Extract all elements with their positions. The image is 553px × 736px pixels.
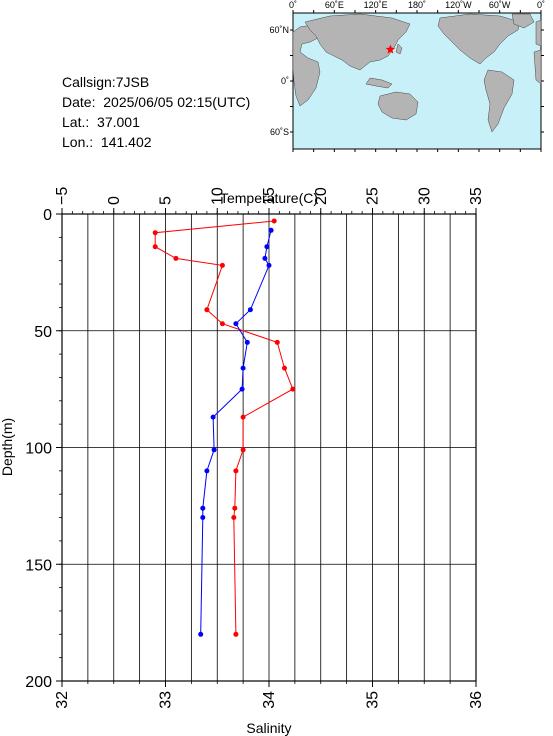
temperature-point <box>271 218 277 224</box>
depth-tick-label: 50 <box>34 324 52 341</box>
map-lon-label: 0˚ <box>289 0 297 10</box>
date-value: 2025/06/05 02:15(UTC) <box>103 94 251 110</box>
station-marker-icon <box>385 44 396 54</box>
date-row: Date: 2025/06/05 02:15(UTC) <box>62 92 250 112</box>
land-south-america <box>483 69 515 133</box>
lat-label: Lat.: <box>62 114 90 130</box>
land-north-america <box>437 13 521 65</box>
date-label: Date: <box>62 94 96 110</box>
map-lon-label: 120˚E <box>364 0 388 10</box>
temperature-point <box>240 447 246 453</box>
depth-tick-label: 150 <box>25 557 52 574</box>
map-lat-labels: 60˚N 0˚ 60˚S <box>269 25 289 137</box>
salinity-point <box>200 515 206 520</box>
lon-row: Lon.: 141.402 <box>62 132 250 152</box>
temperature-point <box>152 244 158 250</box>
series-layer <box>152 218 296 637</box>
map-lon-label: 0˚ <box>537 0 545 10</box>
salinity-point <box>264 244 270 250</box>
lon-label: Lon.: <box>62 134 94 150</box>
salinity-point <box>268 227 274 233</box>
temperature-point <box>290 386 296 392</box>
salinity-point <box>262 255 268 261</box>
world-map: 0˚ 60˚E 120˚E 180˚ 120˚W 60˚W 0˚ 60˚N 0˚ 60˚S <box>269 0 545 152</box>
land-indonesia <box>365 77 393 89</box>
depth-tick-label: 200 <box>25 674 52 691</box>
temperature-point <box>233 468 239 474</box>
salinity-point <box>210 414 216 420</box>
land-japan <box>395 43 403 55</box>
temperature-point <box>232 505 238 511</box>
temperature-point <box>152 230 158 236</box>
map-lon-labels: 0˚ 60˚E 120˚E 180˚ 120˚W 60˚W 0˚ <box>289 0 545 10</box>
lat-value: 37.001 <box>97 114 140 130</box>
salinity-point <box>204 468 210 474</box>
land-greenland <box>511 13 535 29</box>
map-lat-label: 0˚ <box>281 76 289 86</box>
temperature-point <box>231 515 237 520</box>
salinity-point <box>200 505 206 511</box>
depth-tick-label: 100 <box>25 441 52 458</box>
map-lon-label: 180˚ <box>408 0 426 10</box>
depth-tick-label: 0 <box>43 207 52 224</box>
land-africa-east-edge <box>533 49 542 85</box>
salinity-tick-label: 35 <box>365 691 382 709</box>
map-lon-label: 60˚E <box>325 0 344 10</box>
salinity-tick-label: 33 <box>158 691 175 709</box>
map-land <box>292 13 542 133</box>
land-europe-west <box>535 19 542 47</box>
callsign-label: Callsign:7JSB <box>62 74 150 90</box>
plot-frame <box>61 213 477 682</box>
temperature-point <box>240 414 246 420</box>
map-lon-label: 120˚W <box>445 0 472 10</box>
salinity-point <box>233 321 239 327</box>
land-asia <box>304 13 411 71</box>
chart-grid <box>61 213 477 682</box>
salinity-point <box>211 447 217 453</box>
lon-value: 141.402 <box>100 134 152 150</box>
map-lat-label: 60˚S <box>270 127 289 137</box>
salinity-point <box>240 365 246 371</box>
map-frame-ticks <box>290 10 544 152</box>
temperature-point <box>282 365 287 371</box>
salinity-tick-label: 36 <box>468 691 485 709</box>
salinity-point <box>239 386 245 392</box>
lat-row: Lat.: 37.001 <box>62 112 250 132</box>
salinity-point <box>244 339 250 345</box>
depth-axis: 0 50 100 150 200 <box>25 207 62 691</box>
salinity-point <box>247 307 253 313</box>
salinity-tick-label: 34 <box>261 691 278 709</box>
salinity-point <box>198 631 204 637</box>
station-info: Callsign:7JSB Date: 2025/06/05 02:15(UTC… <box>62 72 250 152</box>
temperature-point <box>219 321 225 327</box>
salinity-tick-label: 32 <box>54 691 71 709</box>
temperature-point <box>173 255 179 261</box>
salinity-axis-title: Salinity <box>246 720 291 736</box>
depth-axis-title: Depth(m) <box>0 418 15 476</box>
temperature-point <box>233 631 239 637</box>
temperature-point <box>204 307 210 313</box>
land-australia <box>377 91 419 121</box>
temperature-point <box>219 262 225 268</box>
temperature-profile-line <box>154 220 294 635</box>
salinity-point <box>266 262 272 268</box>
salinity-axis: 32 33 34 35 36 <box>54 681 485 709</box>
map-lat-label: 60˚N <box>269 25 289 35</box>
map-lon-label: 60˚W <box>489 0 511 10</box>
temperature-point <box>274 339 280 345</box>
salinity-profile-line <box>200 230 272 635</box>
